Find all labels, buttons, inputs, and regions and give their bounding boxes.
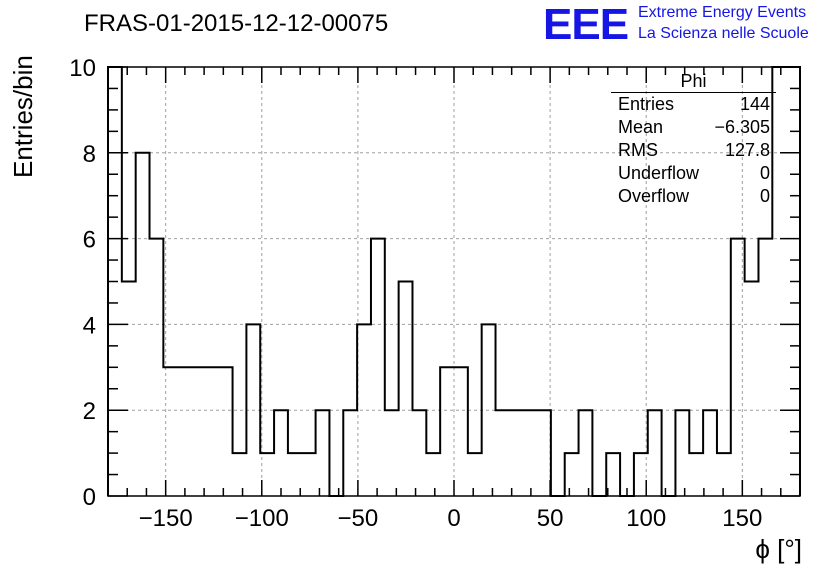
eee-logo: EEE: [543, 0, 629, 49]
stats-label: RMS: [618, 140, 658, 160]
x-axis-label: ϕ [°]: [755, 534, 802, 564]
stats-label: Mean: [618, 117, 664, 137]
stats-value: 0: [759, 163, 770, 183]
stats-row-mean: Mean −6.305: [611, 116, 776, 139]
stats-value: 127.8: [724, 140, 770, 160]
stats-value: 0: [759, 186, 770, 206]
y-tick-label: 2: [83, 398, 96, 425]
stats-row-overflow: Overflow 0: [611, 185, 776, 208]
page-title: FRAS-01-2015-12-12-00075: [84, 10, 389, 37]
y-tick-label: 10: [69, 55, 96, 82]
logo-line-2: La Scienza nelle Scuole: [638, 25, 809, 42]
stats-label: Underflow: [618, 163, 700, 183]
stats-label: Entries: [618, 94, 675, 114]
stats-row-underflow: Underflow 0: [611, 162, 776, 185]
x-tick-label: 0: [447, 505, 460, 532]
y-tick-label: 6: [83, 227, 96, 254]
y-tick-label: 8: [83, 141, 96, 168]
stats-label: Overflow: [618, 186, 690, 206]
stats-value: 144: [739, 94, 770, 114]
logo-line-1: Extreme Energy Events: [638, 4, 807, 21]
y-tick-label: 0: [83, 484, 96, 511]
axis-ticks: [107, 66, 801, 497]
x-tick-label: 100: [626, 505, 666, 532]
y-axis-label: Entries/bin: [8, 55, 38, 178]
x-tick-label: 50: [537, 505, 564, 532]
x-tick-label: 150: [722, 505, 762, 532]
stats-title: Phi: [611, 70, 776, 93]
x-tick-label: −100: [235, 505, 289, 532]
tick-labels: −150 −100 −50 0 50 100 150 0 2 4 6 8 10: [69, 55, 762, 532]
stats-row-entries: Entries 144: [611, 93, 776, 116]
stats-value: −6.305: [714, 117, 770, 137]
stats-row-rms: RMS 127.8: [611, 139, 776, 162]
stats-box: Phi Entries 144 Mean −6.305 RMS 127.8 Un…: [611, 70, 776, 208]
histogram-outline: [107, 66, 801, 497]
y-tick-label: 4: [83, 312, 96, 339]
x-tick-label: −50: [338, 505, 379, 532]
x-tick-label: −150: [139, 505, 193, 532]
